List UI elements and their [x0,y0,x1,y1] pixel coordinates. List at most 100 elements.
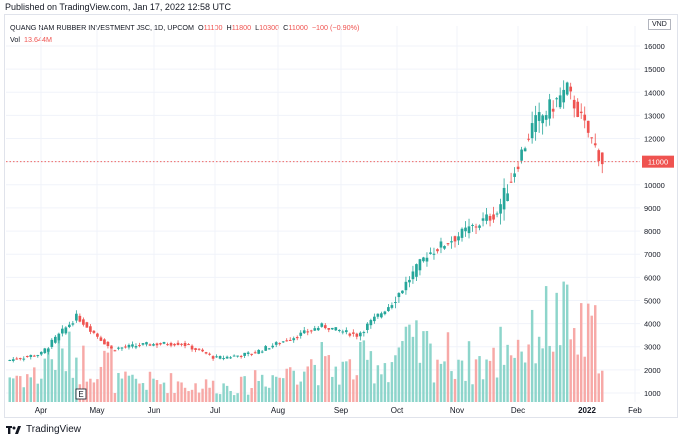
x-tick-label: Jun [148,406,161,415]
volume-bar [152,378,155,402]
volume-bar [541,348,544,402]
volume-bar [22,387,26,402]
volume-bar [218,394,222,402]
volume-bar [313,364,316,402]
y-tick-label: 12000 [644,135,665,144]
candle-body [134,346,138,348]
candle-body [530,123,534,139]
volume-bar [296,384,299,402]
volume-bar [338,384,341,402]
candle-body [320,323,324,327]
candle-body [281,341,285,343]
volume-bar [537,336,541,402]
x-tick-label: Oct [391,406,404,415]
x-tick-label: Aug [271,406,285,415]
currency-unit-badge[interactable]: VND [648,19,671,30]
volume-bar [397,347,401,402]
candle-body [443,246,446,249]
candle-body [124,346,127,348]
candle-body [68,324,71,328]
volume-bar [232,395,236,402]
candle-body [348,333,352,336]
candle-body [597,150,601,162]
volume-bar [43,358,47,402]
volume-bar [411,336,415,402]
candle-body [25,356,29,358]
candle-body [22,358,26,360]
y-tick-label: 8000 [644,227,661,236]
volume-bar [208,387,211,402]
volume-bar [106,352,110,402]
volume-bar [401,341,404,402]
candle-body [75,313,78,321]
candle-body [243,352,246,356]
y-tick-label: 9000 [644,204,661,213]
volume-bar [215,393,218,402]
close-label: C [283,23,289,32]
candle-body [600,152,604,165]
candle-body [152,344,155,346]
published-note: Published on TradingView.com, Jan 17, 20… [5,2,231,12]
candle-body [369,320,373,326]
volume-bar [222,383,225,402]
candle-body [222,358,225,360]
high-label: H [226,23,232,32]
volume-bar [204,379,208,402]
candle-body [373,316,376,322]
volume-bar [211,380,215,402]
candle-body [390,305,394,308]
x-tick-label: Jul [210,406,220,415]
volume-bar [320,342,324,402]
volume-bar [530,309,534,402]
volume-bar [422,331,425,402]
candle-body [82,319,85,325]
y-tick-label: 15000 [644,65,665,74]
volume-bar [190,389,194,402]
footer-brand-name: TradingView [26,424,82,435]
candle-body [376,313,380,317]
candle-body [292,338,296,341]
volume-bar [390,362,394,402]
candle-body [229,357,232,359]
volume-bar [359,341,362,402]
candle-body [323,325,327,329]
volume-bar [348,359,352,402]
candle-body [211,356,215,359]
volume-bar [257,381,260,402]
volume-bar [145,389,148,402]
candle-body [394,302,397,304]
footer-brand: TradingView [6,424,81,435]
candle-body [502,187,506,210]
candle-body [18,358,22,360]
volume-bar [253,370,257,402]
candle-body [169,343,173,346]
volume-bar [155,380,159,402]
candle-body [544,115,548,120]
y-tick-label: 13000 [644,111,665,120]
x-tick-label: 2022 [578,406,596,415]
candle-body [446,243,450,245]
candle-body [225,356,229,359]
candle-body [548,99,551,119]
volume-bar [176,381,180,402]
volume-bar [271,375,274,402]
candle-body [274,342,278,345]
volume-bar [68,331,71,402]
candle-body [569,86,573,92]
candle-body [250,353,253,355]
volume-bar [169,373,173,402]
candle-body [316,327,320,331]
candle-body [337,330,341,332]
candle-body [485,214,488,221]
volume-bar [120,378,124,402]
candle-body [96,333,99,337]
volume-bar [229,390,232,402]
candle-body [204,352,208,354]
volume-bar [464,380,467,402]
candle-body [89,326,92,332]
volume-bar [166,393,169,402]
volume-bar [443,361,446,402]
candle-body [64,327,68,334]
candle-body [57,333,61,341]
